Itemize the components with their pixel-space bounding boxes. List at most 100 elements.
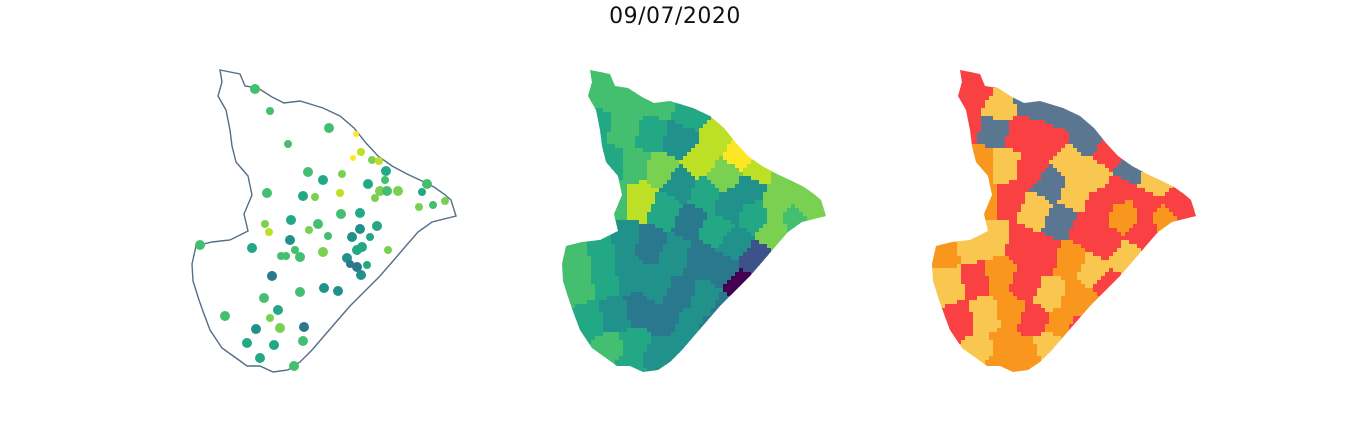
municipality-cell bbox=[1089, 248, 1094, 253]
municipality-cell bbox=[627, 168, 632, 173]
municipality-cell bbox=[1081, 252, 1086, 257]
map-point bbox=[295, 287, 305, 297]
municipality-cell bbox=[1165, 200, 1170, 205]
municipality-cell bbox=[567, 288, 572, 293]
municipality-cell bbox=[807, 220, 812, 225]
municipality-cell bbox=[997, 248, 1002, 253]
municipality-cell bbox=[659, 208, 664, 213]
municipality-cell bbox=[695, 308, 700, 313]
municipality-cell bbox=[965, 252, 970, 257]
municipality-cell bbox=[1049, 104, 1054, 109]
municipality-cell bbox=[635, 260, 640, 265]
municipality-cell bbox=[631, 180, 636, 185]
municipality-cell bbox=[599, 272, 604, 277]
municipality-cell bbox=[1077, 248, 1082, 253]
municipality-cell bbox=[1125, 184, 1130, 189]
municipality-cell bbox=[615, 260, 620, 265]
municipality-cell bbox=[679, 308, 684, 313]
municipality-cell bbox=[583, 336, 588, 341]
municipality-cell bbox=[1117, 216, 1122, 221]
municipality-cell bbox=[1165, 228, 1170, 233]
municipality-cell bbox=[647, 312, 652, 317]
municipality-cell bbox=[635, 180, 640, 185]
municipality-cell bbox=[1153, 204, 1158, 209]
municipality-cell bbox=[691, 196, 696, 201]
municipality-cell bbox=[679, 164, 684, 169]
municipality-cell bbox=[1157, 184, 1162, 189]
municipality-cell bbox=[675, 184, 680, 189]
municipality-cell bbox=[659, 308, 664, 313]
municipality-cell bbox=[1005, 184, 1010, 189]
municipality-cell bbox=[699, 268, 704, 273]
municipality-cell bbox=[1097, 200, 1102, 205]
municipality-cell bbox=[683, 124, 688, 129]
municipality-cell bbox=[755, 204, 760, 209]
municipality-cell bbox=[615, 144, 620, 149]
municipality-cell bbox=[1013, 156, 1018, 161]
municipality-cell bbox=[703, 192, 708, 197]
municipality-cell bbox=[1137, 196, 1142, 201]
municipality-cell bbox=[587, 96, 592, 101]
municipality-cell bbox=[1077, 188, 1082, 193]
municipality-cell bbox=[639, 132, 644, 137]
municipality-cell bbox=[985, 160, 990, 165]
municipality-cell bbox=[1081, 236, 1086, 241]
map-point bbox=[363, 261, 371, 269]
municipality-cell bbox=[1157, 212, 1162, 217]
municipality-cell bbox=[659, 280, 664, 285]
municipality-cell bbox=[643, 264, 648, 269]
municipality-cell bbox=[957, 236, 962, 241]
municipality-cell bbox=[607, 352, 612, 357]
municipality-cell bbox=[611, 260, 616, 265]
municipality-cell bbox=[1065, 140, 1070, 145]
municipality-cell bbox=[599, 88, 604, 93]
municipality-cell bbox=[1145, 208, 1150, 213]
municipality-cell bbox=[1001, 132, 1006, 137]
municipality-cell bbox=[1041, 180, 1046, 185]
municipality-cell bbox=[643, 368, 648, 372]
municipality-cell bbox=[953, 92, 958, 97]
municipality-cell bbox=[1021, 188, 1026, 193]
municipality-cell bbox=[1025, 160, 1030, 165]
municipality-cell bbox=[719, 304, 724, 309]
municipality-cell bbox=[1177, 216, 1182, 221]
municipality-cell bbox=[969, 256, 974, 261]
municipality-cell bbox=[1037, 192, 1042, 197]
municipality-cell bbox=[639, 148, 644, 153]
municipality-cell bbox=[759, 160, 764, 165]
municipality-cell bbox=[1005, 88, 1010, 93]
municipality-cell bbox=[1169, 192, 1174, 197]
municipality-cell bbox=[945, 240, 950, 245]
municipality-cell bbox=[1061, 216, 1066, 221]
municipality-cell bbox=[735, 232, 740, 237]
municipality-cell bbox=[1025, 220, 1030, 225]
municipality-cell bbox=[659, 300, 664, 305]
municipality-cell bbox=[595, 132, 600, 137]
municipality-cell bbox=[703, 184, 708, 189]
municipality-cell bbox=[583, 248, 588, 253]
municipality-cell bbox=[1141, 228, 1146, 233]
municipality-cell bbox=[1041, 176, 1046, 181]
municipality-cell bbox=[977, 124, 982, 129]
municipality-cell bbox=[659, 324, 664, 329]
municipality-cell bbox=[1041, 116, 1046, 121]
municipality-cell bbox=[1089, 124, 1094, 129]
municipality-cell bbox=[635, 300, 640, 305]
municipality-cell bbox=[969, 88, 974, 93]
municipality-cell bbox=[1097, 164, 1102, 169]
municipality-cell bbox=[973, 236, 978, 241]
municipality-cell bbox=[1165, 216, 1170, 221]
municipality-cell bbox=[1061, 232, 1066, 237]
municipality-cell bbox=[615, 352, 620, 357]
municipality-cell bbox=[699, 156, 704, 161]
municipality-cell bbox=[1045, 112, 1050, 117]
municipality-cell bbox=[1085, 124, 1090, 129]
municipality-cell bbox=[707, 248, 712, 253]
municipality-cell bbox=[663, 132, 668, 137]
municipality-cell bbox=[575, 252, 580, 257]
municipality-cell bbox=[655, 256, 660, 261]
municipality-cell bbox=[791, 212, 796, 217]
municipality-cell bbox=[623, 240, 628, 245]
municipality-cell bbox=[1053, 208, 1058, 213]
municipality-cell bbox=[563, 244, 568, 249]
